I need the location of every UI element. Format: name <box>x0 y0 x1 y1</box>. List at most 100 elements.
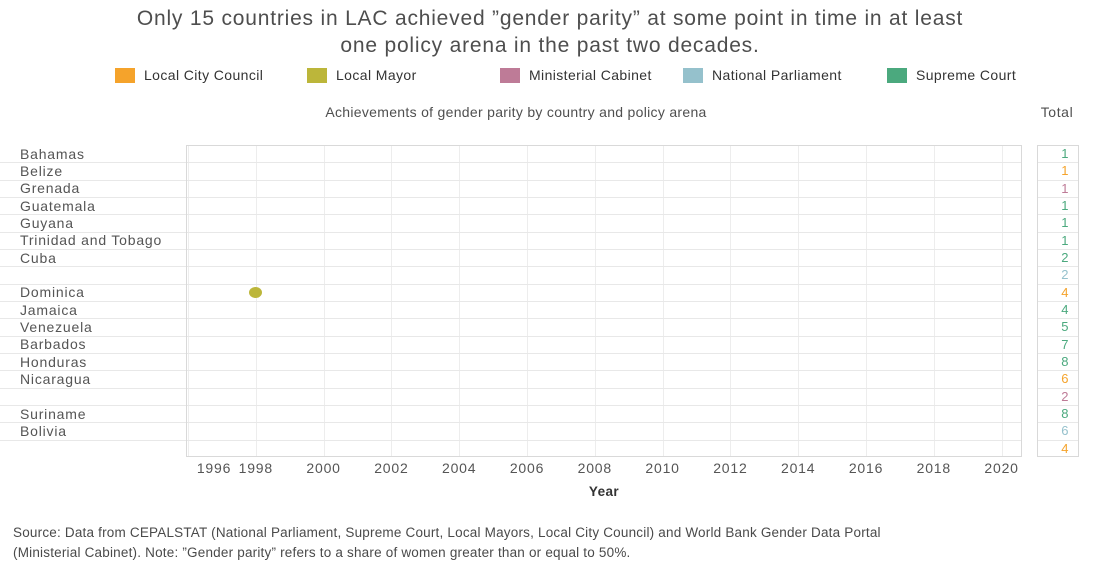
x-tick-2010: 2010 <box>645 460 680 476</box>
totals-column-border <box>1037 145 1079 457</box>
total-value-bolivia: 6 <box>1061 423 1069 439</box>
plot-area-border <box>186 145 1022 457</box>
total-row-separator <box>1038 318 1078 320</box>
total-row-separator <box>1038 214 1078 216</box>
legend-swatch-supreme-court-icon <box>887 67 907 83</box>
row-separator <box>0 353 1022 354</box>
total-value-bolivia: 4 <box>1061 440 1069 456</box>
row-separator <box>0 387 1022 389</box>
x-axis-title: Year <box>588 484 620 499</box>
x-tick-2012: 2012 <box>713 460 748 476</box>
row-separator <box>0 249 1022 250</box>
row-separator <box>0 405 1022 406</box>
total-value-nicaragua: 6 <box>1061 371 1069 387</box>
country-label-dominica: Dominica <box>20 284 85 301</box>
source-note: Source: Data from CEPALSTAT (National Pa… <box>13 523 1093 562</box>
row-separator <box>0 162 1022 164</box>
total-value-venezuela: 5 <box>1061 319 1069 335</box>
legend-swatch-ministerial-cabinet-icon <box>500 67 520 83</box>
total-row-separator <box>1038 387 1078 389</box>
country-label-guatemala: Guatemala <box>20 197 96 214</box>
legend-swatch-local-mayor-icon <box>307 67 327 83</box>
x-tick-2008: 2008 <box>577 460 612 476</box>
x-tick-2006: 2006 <box>509 460 545 476</box>
row-separator <box>0 422 1022 424</box>
total-value-barbados: 7 <box>1061 336 1069 352</box>
total-row-separator <box>1038 370 1078 372</box>
total-row-separator <box>1038 283 1078 285</box>
legend-item-local-mayor[interactable]: Local Mayor <box>307 66 417 84</box>
source-note-line2: (Ministerial Cabinet). Note: ”Gender par… <box>13 544 631 560</box>
legend-item-local-city-council[interactable]: Local City Council <box>115 66 263 84</box>
x-tick-2014: 2014 <box>781 460 816 476</box>
x-tick-1998: 1998 <box>238 460 273 476</box>
x-tick-2020: 2020 <box>984 460 1019 476</box>
x-tick-2016: 2016 <box>848 460 884 476</box>
total-row-separator <box>1038 301 1078 302</box>
chart-title-line1: Only 15 countries in LAC achieved ”gende… <box>136 7 964 30</box>
total-value-bahamas: 1 <box>1061 146 1069 161</box>
row-separator <box>0 318 1022 320</box>
total-row-separator <box>1038 162 1078 164</box>
legend-swatch-national-parliament-icon <box>683 67 703 83</box>
legend: Local City Council Local Mayor Ministerial… <box>0 66 1100 86</box>
country-label-barbados: Barbados <box>20 336 87 353</box>
country-label-belize: Belize <box>20 162 63 179</box>
total-column-header: Total <box>1040 104 1074 120</box>
row-separator <box>0 335 1022 337</box>
chart-title: Only 15 countries in LAC achieved ”gende… <box>0 5 1100 59</box>
total-row-separator <box>1038 266 1078 268</box>
row-separator <box>0 214 1022 216</box>
legend-item-national-parliament[interactable]: National Parliament <box>683 66 842 84</box>
country-label-bahamas: Bahamas <box>20 145 85 162</box>
total-value-honduras: 8 <box>1061 354 1069 369</box>
row-separator <box>0 283 1022 285</box>
total-value-belize: 1 <box>1061 163 1069 179</box>
country-label-honduras: Honduras <box>20 353 88 370</box>
total-value-dominica: 4 <box>1061 284 1069 300</box>
country-label-nicaragua: Nicaragua <box>20 370 92 387</box>
total-row-separator <box>1038 249 1078 250</box>
legend-label: National Parliament <box>712 67 842 83</box>
source-note-line1: Source: Data from CEPALSTAT (National Pa… <box>13 525 881 540</box>
total-row-separator <box>1038 422 1078 424</box>
total-row-separator <box>1038 405 1078 406</box>
x-tick-1996: 1996 <box>196 460 232 476</box>
total-value-trinidad-and-tobago: 1 <box>1061 232 1069 248</box>
country-label-cuba: Cuba <box>20 249 57 266</box>
legend-label: Local City Council <box>144 67 264 83</box>
country-label-trinidad-and-tobago: Trinidad and Tobago <box>20 232 163 249</box>
row-separator <box>0 439 1022 441</box>
total-value-nicaragua: 2 <box>1061 388 1069 404</box>
total-row-separator <box>1038 231 1078 233</box>
legend-label: Ministerial Cabinet <box>529 67 652 83</box>
total-value-suriname: 8 <box>1061 406 1069 421</box>
row-separator <box>0 301 1022 302</box>
x-tick-2018: 2018 <box>916 460 951 476</box>
country-label-guyana: Guyana <box>20 214 74 231</box>
total-row-separator <box>1038 335 1078 337</box>
total-value-grenada: 1 <box>1061 180 1069 196</box>
country-label-grenada: Grenada <box>20 180 81 197</box>
legend-item-ministerial-cabinet[interactable]: Ministerial Cabinet <box>500 66 652 84</box>
country-label-bolivia: Bolivia <box>20 422 67 439</box>
row-separator <box>0 197 1022 198</box>
total-row-separator <box>1038 353 1078 354</box>
legend-item-supreme-court[interactable]: Supreme Court <box>887 66 1016 84</box>
legend-swatch-local-city-council-icon <box>115 67 135 83</box>
pane-title: Achievements of gender parity by country… <box>325 104 707 120</box>
data-point-dominica-1998[interactable] <box>249 286 263 298</box>
country-label-jamaica: Jamaica <box>20 301 78 318</box>
x-tick-2004: 2004 <box>442 460 477 476</box>
total-row-separator <box>1038 179 1078 181</box>
x-tick-2002: 2002 <box>374 460 409 476</box>
total-value-guatemala: 1 <box>1061 198 1069 213</box>
row-separator <box>0 231 1022 233</box>
row-separator <box>0 179 1022 181</box>
country-label-suriname: Suriname <box>20 405 87 422</box>
legend-label: Local Mayor <box>336 67 417 83</box>
total-row-separator <box>1038 439 1078 441</box>
country-label-venezuela: Venezuela <box>20 318 93 335</box>
total-row-separator <box>1038 197 1078 198</box>
legend-label: Supreme Court <box>916 67 1017 83</box>
